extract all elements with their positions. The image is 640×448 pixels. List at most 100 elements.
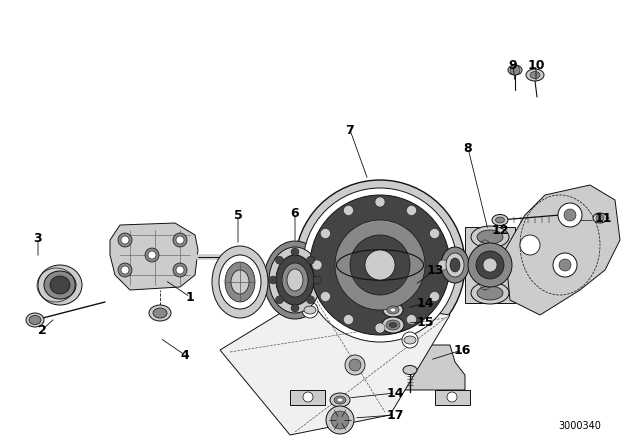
Circle shape	[275, 296, 284, 304]
Circle shape	[558, 203, 582, 227]
Ellipse shape	[276, 255, 314, 305]
Ellipse shape	[403, 366, 417, 375]
Bar	[290, 390, 325, 405]
Circle shape	[331, 411, 349, 429]
Circle shape	[402, 332, 418, 348]
Circle shape	[476, 251, 504, 279]
Ellipse shape	[269, 247, 321, 313]
Circle shape	[313, 276, 321, 284]
Text: 12: 12	[492, 224, 509, 237]
Ellipse shape	[492, 215, 508, 225]
Circle shape	[564, 209, 576, 221]
Circle shape	[312, 260, 322, 270]
Circle shape	[275, 256, 284, 264]
Ellipse shape	[264, 241, 326, 319]
Circle shape	[559, 259, 571, 271]
Circle shape	[349, 359, 361, 371]
Ellipse shape	[382, 317, 404, 333]
Ellipse shape	[304, 306, 316, 314]
Ellipse shape	[383, 303, 403, 317]
Circle shape	[365, 250, 395, 280]
Circle shape	[350, 235, 410, 295]
Text: 7: 7	[346, 124, 355, 137]
Circle shape	[520, 235, 540, 255]
Ellipse shape	[593, 213, 607, 223]
Circle shape	[344, 206, 353, 215]
Ellipse shape	[225, 262, 255, 302]
Circle shape	[302, 302, 318, 318]
Text: 3000340: 3000340	[559, 421, 602, 431]
Circle shape	[148, 251, 156, 259]
Text: 6: 6	[291, 207, 300, 220]
Circle shape	[553, 253, 577, 277]
Text: 1: 1	[186, 290, 195, 303]
Ellipse shape	[153, 308, 167, 318]
Circle shape	[303, 188, 457, 342]
Circle shape	[121, 236, 129, 244]
Circle shape	[321, 292, 330, 302]
Ellipse shape	[334, 396, 346, 404]
Circle shape	[344, 314, 353, 324]
Ellipse shape	[526, 69, 544, 81]
Circle shape	[173, 263, 187, 277]
Circle shape	[438, 260, 448, 270]
Circle shape	[118, 263, 132, 277]
Ellipse shape	[282, 263, 308, 297]
Ellipse shape	[495, 217, 504, 223]
Circle shape	[321, 228, 330, 238]
Text: 5: 5	[234, 208, 243, 221]
Circle shape	[406, 314, 417, 324]
Circle shape	[310, 195, 450, 335]
Bar	[435, 390, 470, 405]
Text: 15: 15	[416, 315, 434, 328]
Circle shape	[145, 248, 159, 262]
Ellipse shape	[149, 305, 171, 321]
Circle shape	[375, 197, 385, 207]
Ellipse shape	[530, 72, 540, 78]
Ellipse shape	[404, 336, 416, 344]
Text: 16: 16	[453, 344, 470, 357]
Circle shape	[118, 233, 132, 247]
Ellipse shape	[330, 393, 350, 407]
Ellipse shape	[50, 276, 70, 294]
Circle shape	[375, 323, 385, 333]
Circle shape	[269, 276, 277, 284]
Circle shape	[121, 266, 129, 274]
Ellipse shape	[508, 65, 522, 75]
Circle shape	[307, 256, 314, 264]
Text: 14: 14	[387, 387, 404, 400]
Circle shape	[447, 392, 457, 402]
Text: 9: 9	[509, 59, 517, 72]
Ellipse shape	[26, 313, 44, 327]
Ellipse shape	[441, 247, 469, 283]
Circle shape	[176, 266, 184, 274]
Text: 2: 2	[38, 323, 46, 336]
Text: 10: 10	[527, 59, 545, 72]
Circle shape	[295, 180, 465, 350]
Ellipse shape	[477, 230, 503, 244]
Ellipse shape	[389, 323, 397, 327]
Text: 8: 8	[464, 142, 472, 155]
Ellipse shape	[471, 282, 509, 304]
Circle shape	[303, 392, 313, 402]
Circle shape	[176, 236, 184, 244]
Ellipse shape	[471, 226, 509, 248]
Polygon shape	[505, 185, 620, 315]
Text: 3: 3	[34, 232, 42, 245]
Ellipse shape	[231, 270, 249, 294]
Ellipse shape	[212, 246, 268, 318]
Text: 13: 13	[426, 263, 444, 276]
Circle shape	[429, 228, 440, 238]
Circle shape	[468, 243, 512, 287]
Circle shape	[291, 248, 299, 256]
Ellipse shape	[386, 320, 400, 330]
Text: 17: 17	[387, 409, 404, 422]
Polygon shape	[465, 227, 515, 303]
Ellipse shape	[337, 398, 343, 402]
Circle shape	[307, 296, 314, 304]
Text: 14: 14	[416, 297, 434, 310]
Polygon shape	[295, 345, 465, 390]
Circle shape	[510, 65, 520, 75]
Polygon shape	[220, 295, 450, 435]
Ellipse shape	[390, 308, 396, 312]
